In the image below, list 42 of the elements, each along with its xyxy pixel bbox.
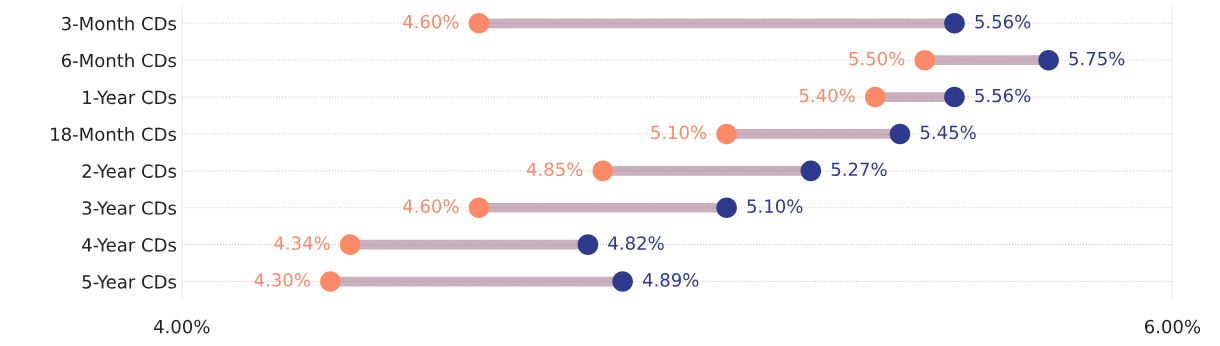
y-tick-label: 18-Month CDs bbox=[51, 127, 177, 142]
data-label: 5.56% bbox=[975, 14, 1031, 29]
y-tick-label: 2-Year CDs bbox=[82, 164, 177, 178]
point bbox=[592, 160, 614, 182]
point bbox=[716, 123, 737, 145]
data-label: 4.60% bbox=[403, 14, 459, 29]
point bbox=[716, 197, 737, 219]
point bbox=[320, 271, 341, 292]
point bbox=[468, 12, 490, 34]
point bbox=[1038, 49, 1059, 71]
point bbox=[612, 271, 633, 292]
data-label: 5.40% bbox=[799, 88, 855, 103]
point bbox=[889, 123, 911, 145]
data-label: 5.27% bbox=[831, 162, 887, 177]
point bbox=[577, 234, 599, 255]
data-label: 4.34% bbox=[274, 236, 330, 250]
point bbox=[800, 160, 822, 182]
data-label: 5.75% bbox=[1069, 51, 1125, 66]
data-label: 4.89% bbox=[642, 273, 699, 287]
x-tick-label: 6.00% bbox=[1145, 319, 1201, 334]
point bbox=[944, 86, 965, 108]
data-label: 4.85% bbox=[526, 162, 583, 177]
data-label: 4.60% bbox=[403, 199, 459, 213]
y-tick-label: 5-Year CDs bbox=[82, 274, 177, 289]
point bbox=[864, 86, 886, 108]
point bbox=[468, 197, 490, 219]
data-label: 5.10% bbox=[747, 199, 803, 213]
y-tick-label: 1-Year CDs bbox=[83, 90, 177, 105]
y-tick-label: 3-Month CDs bbox=[62, 16, 177, 31]
y-tick-label: 3-Year CDs bbox=[82, 201, 177, 215]
data-label: 4.30% bbox=[254, 273, 310, 287]
data-label: 5.45% bbox=[920, 125, 976, 140]
data-label: 5.50% bbox=[849, 51, 905, 66]
data-label: 4.82% bbox=[608, 236, 664, 250]
point bbox=[914, 49, 936, 71]
point bbox=[944, 12, 965, 34]
point bbox=[339, 234, 361, 255]
data-label: 5.10% bbox=[651, 125, 707, 140]
data-label: 5.56% bbox=[975, 88, 1031, 103]
x-tick-label: 4.00% bbox=[153, 319, 210, 334]
y-tick-label: 4-Year CDs bbox=[82, 238, 177, 252]
y-tick-label: 6-Month CDs bbox=[61, 53, 177, 68]
